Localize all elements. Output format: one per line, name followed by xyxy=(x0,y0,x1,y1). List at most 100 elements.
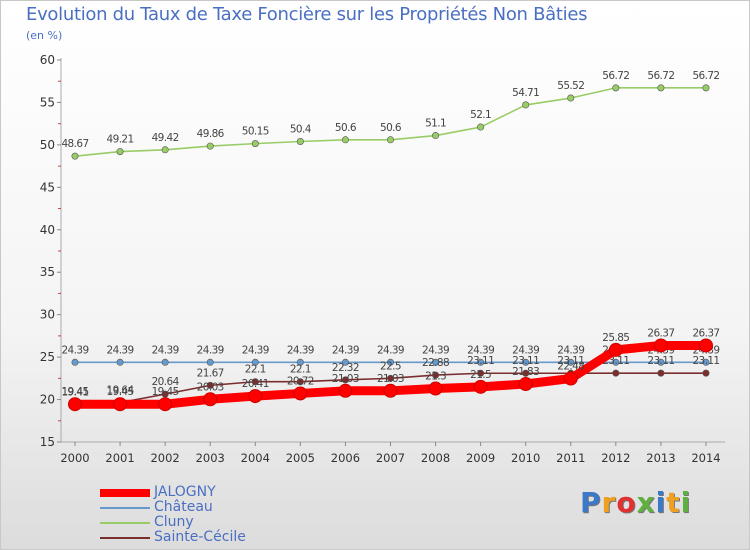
data-point xyxy=(341,358,349,366)
x-tick-label: 2013 xyxy=(646,451,675,465)
data-point xyxy=(473,379,488,394)
data-label: 19.41 xyxy=(61,387,88,399)
chart-title: Evolution du Taux de Taxe Foncière sur l… xyxy=(26,4,588,25)
legend-item-chateau[interactable]: Château xyxy=(100,499,300,516)
legend-swatch xyxy=(100,489,150,497)
data-label: 24.39 xyxy=(152,344,179,356)
data-point xyxy=(296,378,304,386)
legend-swatch xyxy=(100,507,150,509)
logo-letter: t xyxy=(666,486,681,519)
proxiti-logo: Proxiti xyxy=(580,486,691,519)
data-label: 24.39 xyxy=(467,344,494,356)
data-label: 49.21 xyxy=(107,134,134,146)
data-label: 23.11 xyxy=(692,355,719,367)
data-label: 25.85 xyxy=(602,332,629,344)
data-point xyxy=(251,140,259,148)
data-label: 21.67 xyxy=(197,367,224,379)
data-label: 55.52 xyxy=(557,80,584,92)
data-point xyxy=(251,378,259,386)
x-tick-label: 2007 xyxy=(376,451,405,465)
x-tick-label: 2008 xyxy=(421,451,450,465)
logo-letter: i xyxy=(680,486,692,519)
data-label: 56.72 xyxy=(602,70,629,82)
data-point xyxy=(161,146,169,154)
data-point xyxy=(71,152,79,160)
data-point xyxy=(567,94,575,102)
legend-item-sainte-cecile[interactable]: Sainte-Cécile xyxy=(100,529,300,546)
x-tick-label: 2009 xyxy=(466,451,495,465)
data-point xyxy=(341,376,349,384)
y-tick-label: 60 xyxy=(40,53,55,67)
data-point xyxy=(203,392,218,407)
data-point xyxy=(251,358,259,366)
data-label: 21.83 xyxy=(512,366,539,378)
legend-swatch xyxy=(100,537,150,539)
data-point xyxy=(341,136,349,144)
data-label: 24.39 xyxy=(61,344,88,356)
legend-label: Sainte-Cécile xyxy=(154,529,246,545)
data-label: 22.48 xyxy=(557,361,584,373)
legend-swatch xyxy=(100,522,150,524)
data-point xyxy=(522,369,530,377)
data-label: 21.03 xyxy=(377,373,404,385)
data-label: 20.41 xyxy=(242,378,269,390)
data-label: 24.39 xyxy=(422,344,449,356)
data-label: 49.42 xyxy=(152,132,179,144)
y-tick-label: 20 xyxy=(40,393,55,407)
data-point xyxy=(68,397,82,412)
legend-label: Château xyxy=(154,499,213,515)
data-label: 21.5 xyxy=(470,369,491,381)
logo-letter: i xyxy=(655,486,667,519)
data-point xyxy=(296,137,304,145)
legend-label: Cluny xyxy=(154,514,194,530)
data-label: 48.67 xyxy=(61,138,88,150)
data-point xyxy=(432,371,440,379)
data-label: 26.37 xyxy=(692,327,719,339)
data-label: 22.1 xyxy=(290,364,311,376)
data-label: 56.72 xyxy=(692,70,719,82)
data-label: 50.6 xyxy=(335,122,357,134)
data-label: 23.11 xyxy=(467,355,494,367)
data-label: 52.1 xyxy=(470,109,491,121)
logo-letter: P xyxy=(580,486,602,519)
legend-item-jalogny[interactable]: JALOGNY xyxy=(100,484,300,501)
data-point xyxy=(612,369,620,377)
data-point xyxy=(702,369,710,377)
data-label: 23.11 xyxy=(512,355,539,367)
data-point xyxy=(567,358,575,366)
data-point xyxy=(383,383,398,398)
x-tick-label: 2002 xyxy=(150,451,179,465)
data-point xyxy=(206,381,214,389)
data-label: 23.11 xyxy=(647,355,674,367)
y-tick-label: 30 xyxy=(40,308,55,322)
data-label: 24.39 xyxy=(332,344,359,356)
data-point xyxy=(563,371,578,386)
y-tick-label: 15 xyxy=(40,435,55,449)
data-label: 24.39 xyxy=(197,344,224,356)
x-tick-label: 2005 xyxy=(286,451,315,465)
data-point xyxy=(518,377,533,392)
data-label: 23.11 xyxy=(557,355,584,367)
data-label: 21.3 xyxy=(425,371,446,383)
x-tick-label: 2000 xyxy=(60,451,89,465)
data-point xyxy=(477,358,485,366)
data-label: 54.71 xyxy=(512,87,539,99)
data-point xyxy=(113,397,128,412)
data-point xyxy=(248,389,263,404)
data-point xyxy=(296,358,304,366)
legend-item-cluny[interactable]: Cluny xyxy=(100,514,300,531)
data-label: 24.39 xyxy=(107,344,134,356)
x-tick-label: 2012 xyxy=(601,451,630,465)
data-label: 50.15 xyxy=(242,126,269,138)
data-point xyxy=(612,84,620,92)
data-point xyxy=(206,142,214,150)
data-label: 24.39 xyxy=(242,344,269,356)
y-tick-label: 45 xyxy=(40,180,55,194)
data-point xyxy=(477,369,485,377)
data-label: 50.4 xyxy=(290,123,312,135)
x-tick-label: 2003 xyxy=(196,451,225,465)
logo-letter: o xyxy=(616,486,637,519)
data-label: 22.5 xyxy=(380,360,401,372)
x-tick-label: 2014 xyxy=(691,451,720,465)
